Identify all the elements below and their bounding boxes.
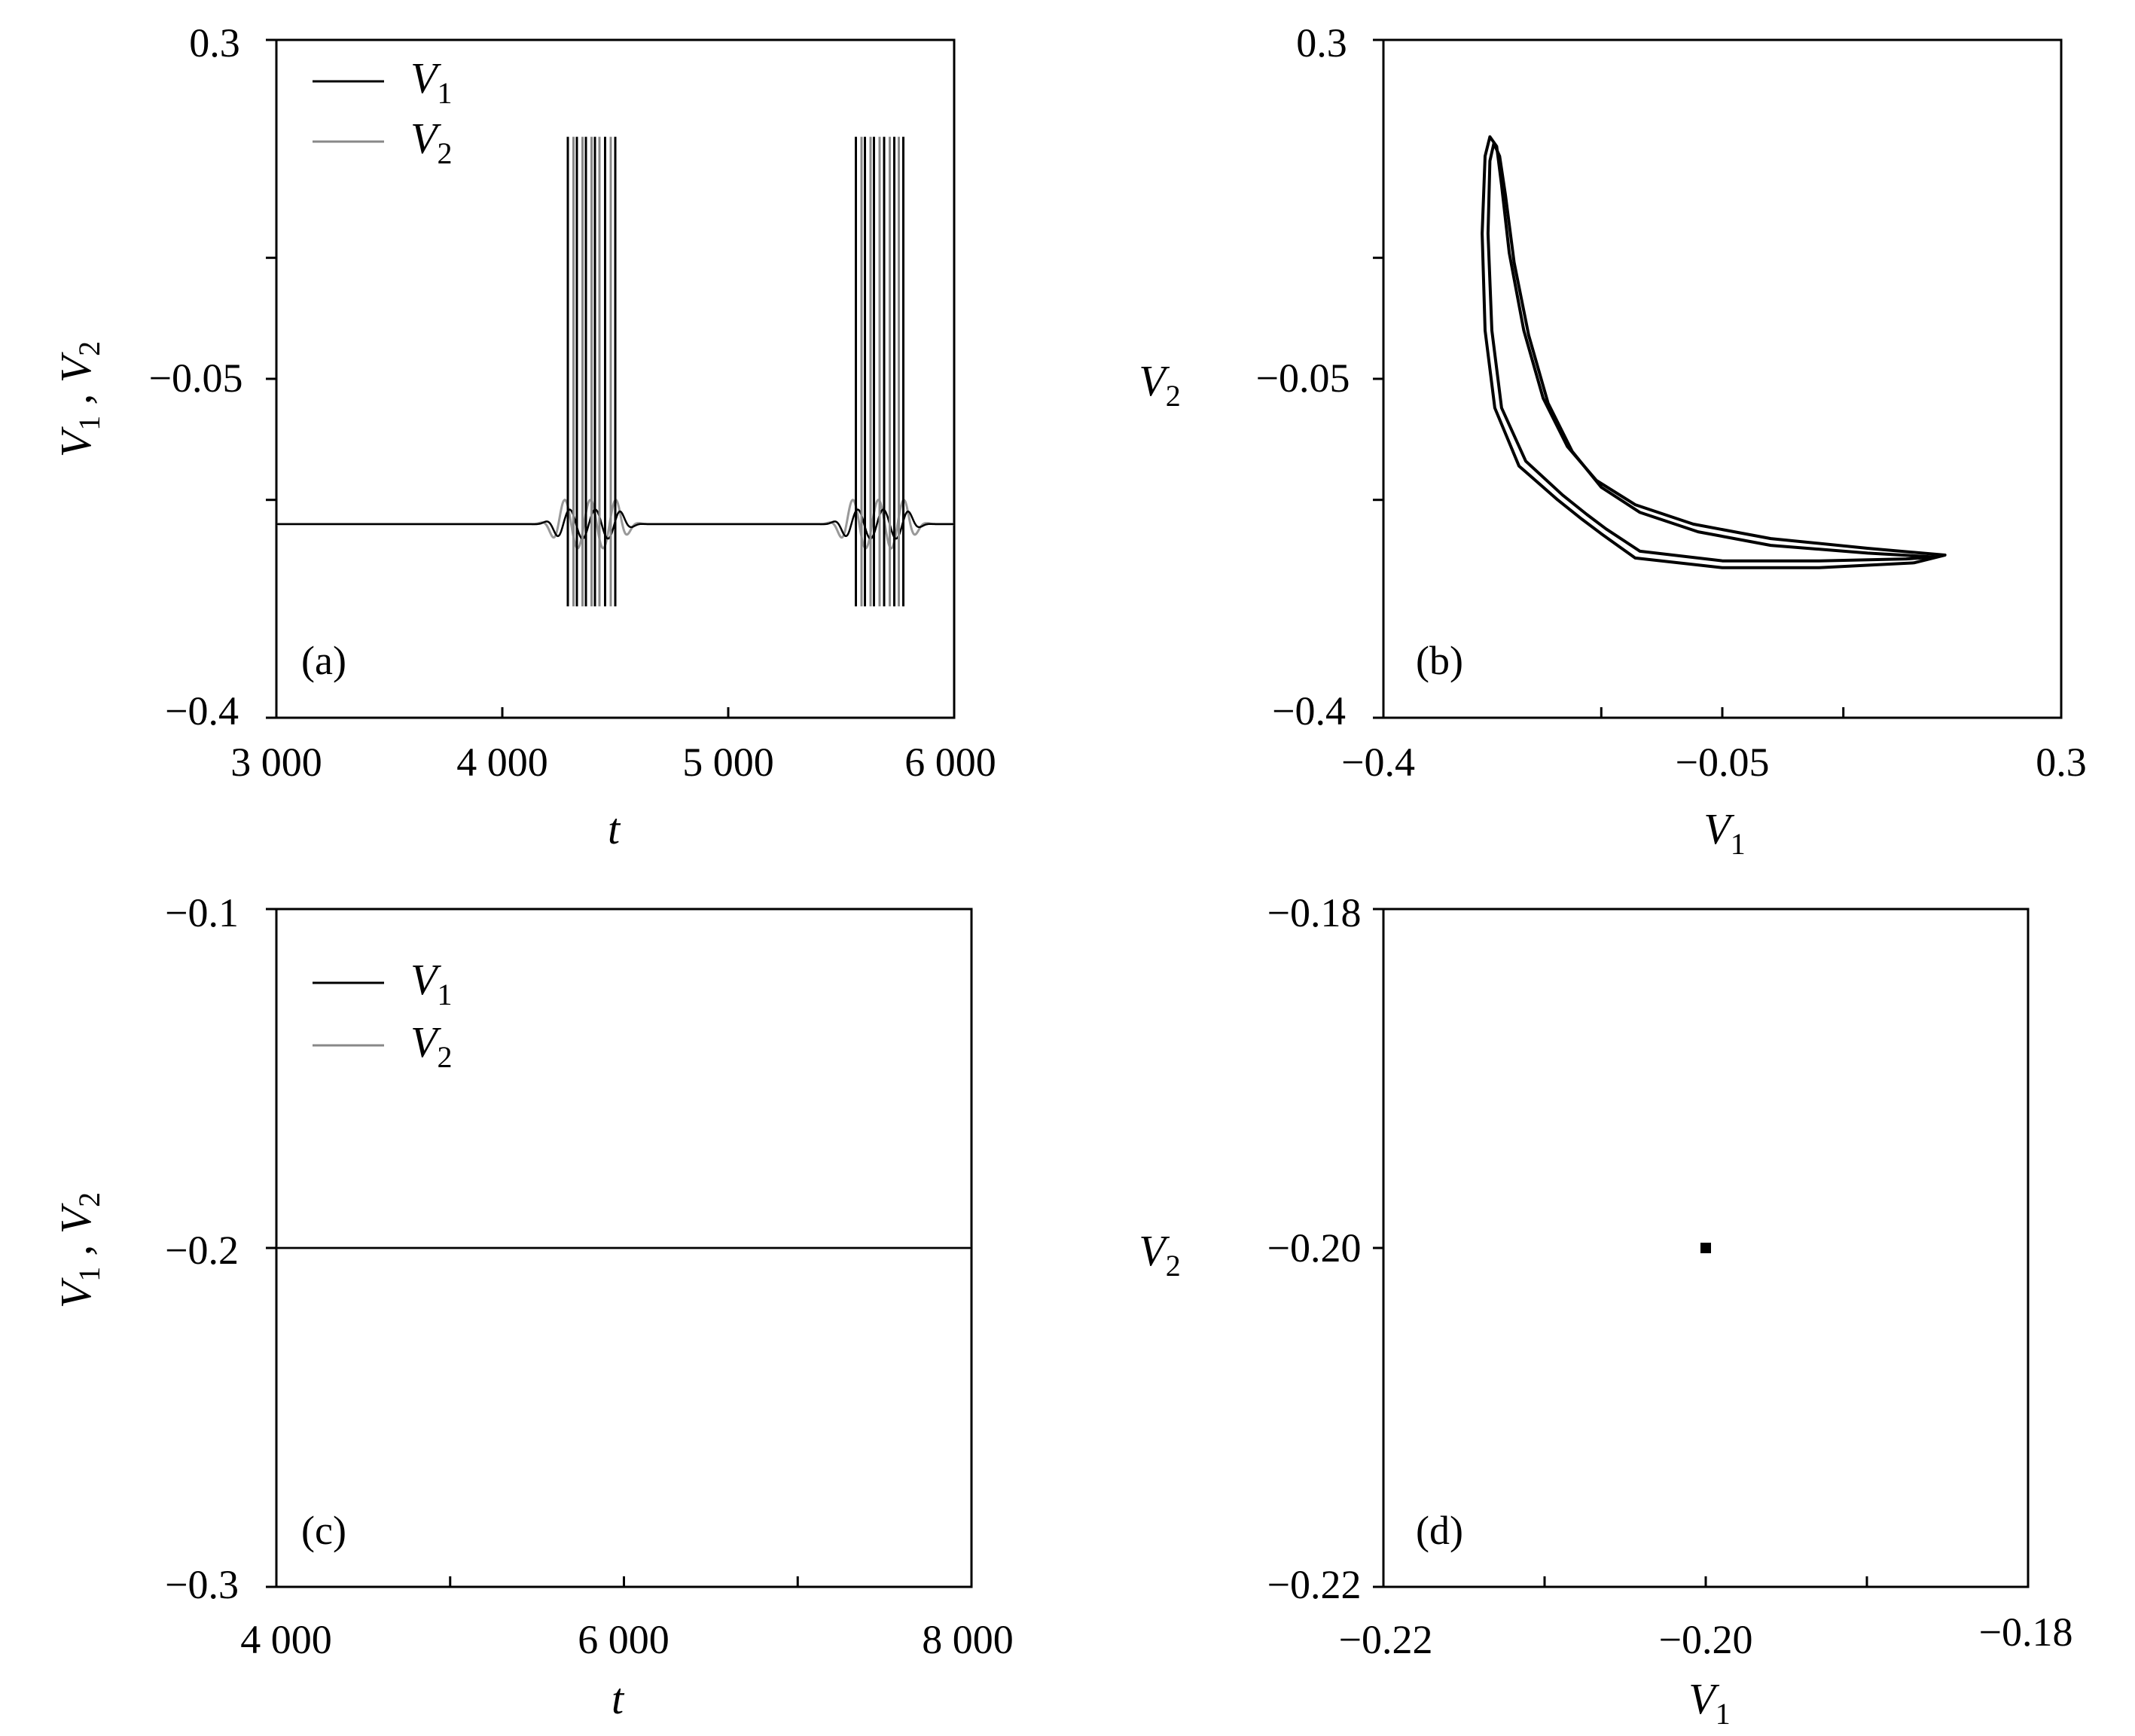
panel-a-ytick-1: −0.05 <box>149 355 243 401</box>
panel-c-ylabel: V1 , V2 <box>51 1192 106 1308</box>
panel-a-xtick-3: 6 000 <box>904 740 996 785</box>
panel-b: 0.3 −0.05 −0.4 −0.4 −0.05 0.3 V1 V2 (b) <box>1139 20 2086 861</box>
legend-a-v1-label: V1 <box>410 53 452 110</box>
panel-c-ytick-1: −0.2 <box>165 1228 239 1273</box>
panel-b-ylabel: V2 <box>1139 356 1180 413</box>
panel-d-label: (d) <box>1416 1508 1463 1553</box>
legend-a-v2-label: V2 <box>410 114 452 170</box>
panel-b-frame <box>1382 38 2063 719</box>
panel-b-xlabel: V1 <box>1703 804 1745 861</box>
panel-d-xtick-0: −0.22 <box>1339 1617 1433 1662</box>
panel-c-xlabel: t <box>612 1674 625 1723</box>
panel-b-ytick-0: 0.3 <box>1296 20 1347 66</box>
panel-c-xtick-0: 4 000 <box>240 1617 332 1662</box>
panel-b-ytick-1: −0.05 <box>1256 355 1350 401</box>
panel-c-ytick-0: −0.1 <box>165 890 239 935</box>
panel-c: −0.1 −0.2 −0.3 4 000 6 000 8 000 t V1 , … <box>51 890 1014 1723</box>
legend-c-v2-label: V2 <box>410 1017 452 1074</box>
legend-c-v1-label: V1 <box>410 955 452 1011</box>
panel-b-limit-cycle-1 <box>1486 142 1937 563</box>
panel-c-xtick-1: 6 000 <box>578 1617 669 1662</box>
panel-d-ylabel: V2 <box>1139 1226 1180 1283</box>
panel-c-xtick-2: 8 000 <box>922 1617 1014 1662</box>
panel-b-xtick-1: −0.05 <box>1676 740 1770 785</box>
panel-d-ytick-1: −0.20 <box>1267 1225 1362 1271</box>
panel-a-ytick-2: −0.4 <box>165 688 239 734</box>
panel-c-ticks <box>266 908 973 1588</box>
panel-d-ytick-2: −0.22 <box>1267 1562 1362 1607</box>
panel-a-series <box>276 136 954 607</box>
panel-b-xtick-0: −0.4 <box>1341 740 1415 785</box>
panel-a-label: (a) <box>301 638 346 683</box>
panel-a-xtick-1: 4 000 <box>456 740 548 785</box>
panel-d-series <box>1700 1243 1711 1253</box>
panel-d-xtick-2: −0.18 <box>1979 1609 2073 1655</box>
panel-d-point-0 <box>1700 1243 1711 1253</box>
panel-b-label: (b) <box>1416 638 1463 683</box>
panel-d-xlabel: V1 <box>1688 1674 1730 1731</box>
panel-a: 0.3 −0.05 −0.4 3 000 4 000 5 000 6 000 t… <box>51 20 996 853</box>
panel-a-xtick-0: 3 000 <box>230 740 322 785</box>
panel-d: −0.18 −0.20 −0.22 −0.22 −0.20 −0.18 V1 V… <box>1139 890 2072 1731</box>
panel-a-xtick-2: 5 000 <box>682 740 774 785</box>
panel-c-label: (c) <box>301 1508 346 1553</box>
panel-a-ticks <box>266 38 956 719</box>
panel-c-ytick-2: −0.3 <box>165 1562 239 1607</box>
panel-b-ticks <box>1373 38 2063 719</box>
panel-a-ylabel: V1 , V2 <box>51 341 106 457</box>
panel-b-xtick-2: 0.3 <box>2036 740 2087 785</box>
panel-d-xtick-1: −0.20 <box>1659 1617 1753 1662</box>
panel-a-ytick-0: 0.3 <box>189 20 240 66</box>
panel-b-limit-cycle-0 <box>1481 135 1947 569</box>
panel-b-ytick-2: −0.4 <box>1272 688 1346 734</box>
panel-a-xlabel: t <box>608 804 621 853</box>
panel-d-ticks <box>1373 908 2030 1588</box>
panel-b-series <box>1481 135 1947 569</box>
panel-d-ytick-0: −0.18 <box>1267 890 1362 935</box>
